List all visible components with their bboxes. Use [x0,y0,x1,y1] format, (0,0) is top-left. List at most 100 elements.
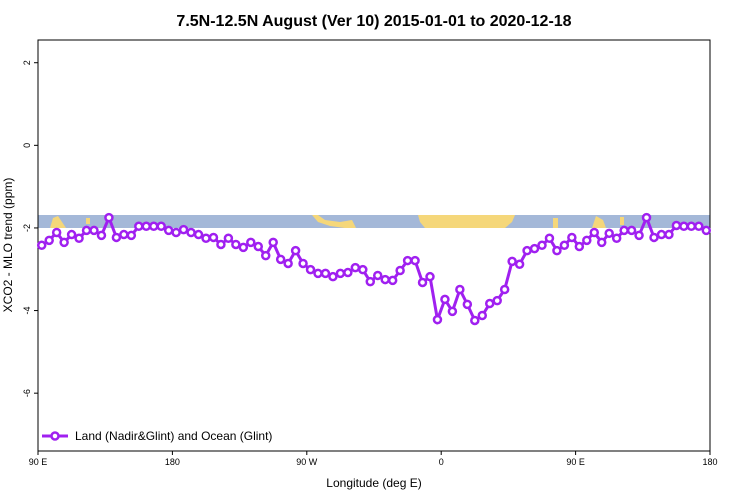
point [260,250,271,261]
point [246,237,256,248]
point [574,241,585,252]
point [619,225,629,236]
point [148,221,159,232]
point [387,275,398,286]
point [447,306,458,317]
point [141,221,152,232]
point [358,264,368,275]
legend-label: Land (Nadir&Glint) and Ocean (Glint) [75,429,272,443]
point [492,295,502,306]
point [253,241,264,252]
point [634,230,644,241]
point [298,258,308,269]
point [268,237,278,248]
point [611,233,622,244]
point [328,271,338,282]
point [380,274,390,285]
point [679,221,689,232]
x-tick-label: 180 [165,457,180,467]
point [59,237,69,248]
point [290,245,301,256]
y-tick-label: -4 [22,307,32,315]
point [507,256,517,267]
x-tick-label: 90 E [29,457,48,467]
point [529,243,540,254]
point [119,229,129,240]
point [425,271,435,282]
point [89,225,99,236]
point [350,262,361,273]
point [313,268,323,279]
point [649,232,659,243]
point [96,230,107,241]
point [455,284,465,295]
y-tick-label: 2 [22,60,32,65]
y-axis-title: XCO2 - MLO trend (ppm) [1,178,15,313]
point [216,239,226,250]
point [410,255,420,266]
x-tick-label: 180 [702,457,717,467]
point [365,276,376,287]
point [544,233,555,244]
point [156,221,166,232]
legend-marker [50,431,60,441]
point [567,232,577,243]
point [104,212,114,223]
y-tick-label: -6 [22,389,32,397]
point [275,254,286,265]
point [208,232,219,243]
point [81,225,92,236]
point [656,229,667,240]
chart-title: 7.5N-12.5N August (Ver 10) 2015-01-01 to… [176,13,571,30]
point [626,225,637,236]
point [462,299,473,310]
point [432,314,443,325]
point [223,233,234,244]
point [484,298,495,309]
point [671,220,682,231]
point [470,315,480,326]
point [283,258,293,269]
point [582,235,592,246]
point [372,270,383,281]
x-tick-label: 90 W [296,457,318,467]
x-tick-label: 90 E [566,457,585,467]
point [111,232,122,243]
point [552,245,562,256]
point [514,259,525,270]
x-axis-title: Longitude (deg E) [326,476,421,490]
point [134,221,144,232]
point [231,239,241,250]
point [44,235,54,246]
point [589,227,600,238]
point [36,240,47,251]
point [320,268,331,279]
point [559,240,570,251]
point [686,221,697,232]
point [178,224,189,235]
point [126,230,137,241]
point [343,267,353,278]
point [440,294,450,305]
point [193,229,204,240]
point [66,229,77,240]
point [499,284,510,295]
point [402,255,413,266]
point [537,240,547,251]
point [201,233,211,244]
point [664,229,674,240]
y-tick-label: 0 [22,143,32,148]
point [335,268,346,279]
point [604,228,614,239]
point [417,277,428,288]
point [238,242,249,253]
plot-frame [37,39,711,452]
point [163,225,174,236]
point [171,227,181,238]
point [522,245,532,256]
point [641,212,652,223]
point [477,310,488,321]
point [596,237,607,248]
point [305,264,316,275]
